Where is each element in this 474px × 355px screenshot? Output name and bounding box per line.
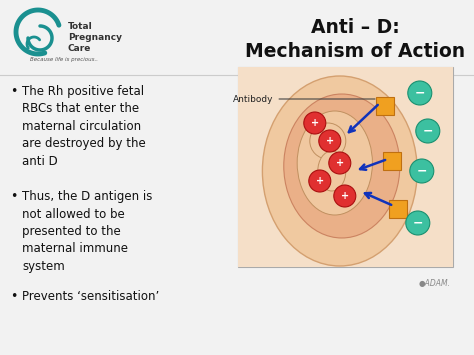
Text: •: •: [10, 85, 18, 98]
Text: •: •: [10, 290, 18, 303]
Circle shape: [416, 119, 440, 143]
Circle shape: [410, 159, 434, 183]
Text: +: +: [311, 118, 319, 128]
Text: Care: Care: [68, 44, 91, 53]
Circle shape: [329, 152, 351, 174]
Text: Mechanism of Action: Mechanism of Action: [245, 42, 465, 61]
FancyBboxPatch shape: [389, 200, 407, 218]
Ellipse shape: [284, 94, 400, 238]
Circle shape: [408, 81, 432, 105]
Text: Because life is precious..: Because life is precious..: [30, 57, 98, 62]
Text: •: •: [10, 190, 18, 203]
Text: +: +: [326, 136, 334, 146]
Text: −: −: [417, 164, 427, 178]
Circle shape: [310, 123, 346, 159]
Text: Pregnancy: Pregnancy: [68, 33, 122, 42]
Text: Antibody: Antibody: [233, 94, 375, 104]
Text: Anti – D:: Anti – D:: [310, 18, 400, 37]
Text: −: −: [412, 217, 423, 229]
Circle shape: [334, 185, 356, 207]
Ellipse shape: [263, 76, 417, 266]
Text: +: +: [341, 191, 349, 201]
FancyBboxPatch shape: [238, 67, 453, 267]
Text: −: −: [415, 87, 425, 99]
Text: Thus, the D antigen is
not allowed to be
presented to the
maternal immune
system: Thus, the D antigen is not allowed to be…: [22, 190, 152, 273]
FancyBboxPatch shape: [383, 152, 401, 170]
Circle shape: [319, 130, 341, 152]
Text: −: −: [422, 125, 433, 137]
Ellipse shape: [318, 151, 346, 191]
Circle shape: [304, 112, 326, 134]
FancyBboxPatch shape: [238, 67, 453, 267]
Text: The Rh positive fetal
RBCs that enter the
maternal circulation
are destroyed by : The Rh positive fetal RBCs that enter th…: [22, 85, 146, 168]
Text: Total: Total: [68, 22, 93, 31]
Circle shape: [406, 211, 430, 235]
Text: Prevents ‘sensitisation’: Prevents ‘sensitisation’: [22, 290, 159, 303]
Ellipse shape: [297, 111, 373, 215]
Text: +: +: [336, 158, 344, 168]
FancyBboxPatch shape: [376, 97, 394, 115]
Circle shape: [309, 170, 331, 192]
Text: ●ADAM.: ●ADAM.: [419, 279, 451, 288]
Text: +: +: [316, 176, 324, 186]
